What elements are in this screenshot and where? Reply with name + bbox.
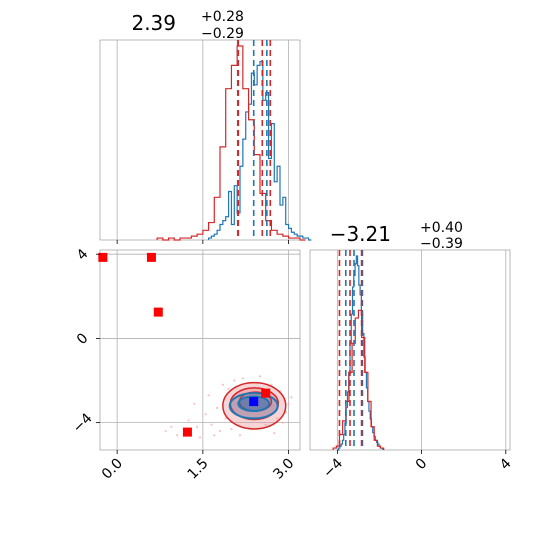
panel-bottom-left [96, 249, 301, 454]
marker-red-square-2 [153, 307, 163, 317]
y-tick-label-2: 4 [74, 246, 92, 264]
title-param-1-upper-error: +0.28 [201, 9, 244, 25]
sample-point-0 [187, 419, 190, 422]
panel-top-left-frame [99, 39, 301, 241]
marker-blue-square-0 [249, 397, 259, 407]
panel-bottom-right-frame [309, 249, 511, 451]
sample-point-29 [213, 434, 216, 437]
marker-red-square-1 [146, 252, 156, 262]
histogram-red [332, 309, 385, 450]
sample-point-5 [218, 429, 222, 433]
sample-point-18 [238, 434, 242, 437]
sample-point-15 [287, 402, 290, 405]
title-param-1: 2.39 +0.28 −0.29 [131, 9, 243, 42]
sample-point-17 [193, 402, 196, 405]
x-tick-label-right-1: 0 [413, 456, 431, 474]
sample-point-26 [198, 436, 202, 439]
x-tick-label-right-0: −4 [320, 455, 346, 481]
histogram-red [156, 45, 306, 241]
title-param-1-value: 2.39 [131, 11, 176, 35]
x-tick-label-right-2: 4 [497, 455, 515, 473]
sample-point-27 [164, 429, 167, 433]
title-param-2-value: −3.21 [330, 222, 391, 246]
sample-point-20 [207, 394, 210, 397]
sample-point-6 [224, 417, 227, 420]
x-tick-label-1: 1.5 [185, 456, 212, 483]
title-param-1-lower-error: −0.29 [201, 26, 244, 42]
sample-point-9 [233, 379, 236, 382]
panel-bottom-left-grid [100, 250, 300, 450]
title-param-2-upper-error: +0.40 [420, 220, 463, 236]
sample-point-23 [221, 383, 224, 386]
y-tick-label-0: −4 [70, 410, 96, 436]
y-tick-labels-param-2: −4 0 4 [70, 246, 96, 436]
title-param-2-lower-error: −0.39 [420, 236, 463, 252]
marker-red-square-4 [261, 388, 271, 398]
panel-bottom-right-quantile-lines [338, 250, 364, 450]
sample-point-1 [196, 425, 199, 428]
panel-top-left-tick-marks [116, 240, 289, 244]
panel-top-left [99, 39, 312, 244]
panel-top-left-histograms [156, 45, 312, 241]
sample-point-19 [258, 375, 262, 378]
panel-bottom-right-histograms [332, 255, 385, 451]
sample-point-10 [264, 423, 267, 426]
panel-top-left-quantile-lines [236, 40, 272, 240]
panel-top-left-grid [116, 40, 289, 240]
sample-point-24 [241, 377, 244, 380]
x-tick-label-0: 0.0 [99, 456, 126, 483]
marker-red-square-3 [182, 427, 192, 437]
sample-point-3 [210, 423, 213, 426]
sample-point-16 [176, 434, 179, 437]
panel-bottom-right [309, 249, 511, 454]
panel-bottom-right-grid [336, 250, 507, 450]
title-param-2: −3.21 +0.40 −0.39 [330, 220, 463, 252]
x-tick-labels-param-2: −4 0 4 [320, 455, 514, 481]
sample-point-4 [216, 406, 219, 409]
sample-point-22 [170, 425, 173, 428]
panel-bottom-left-frame [99, 249, 301, 451]
marker-red-square-0 [98, 252, 108, 262]
panel-bottom-left-samples [164, 375, 293, 439]
histogram-blue [207, 60, 312, 241]
x-tick-labels-param-1: 0.0 1.5 3.0 [99, 456, 297, 483]
sample-point-7 [227, 387, 230, 391]
sample-point-28 [290, 396, 293, 399]
panel-bottom-right-ticks [336, 450, 507, 454]
histogram-blue [337, 255, 384, 451]
y-tick-label-1: 0 [74, 330, 92, 348]
x-tick-label-2: 3.0 [270, 456, 297, 483]
panel-bottom-left-ticks [96, 253, 289, 454]
sample-point-14 [281, 421, 284, 424]
sample-point-25 [273, 432, 276, 435]
sample-point-12 [276, 417, 279, 420]
panel-bottom-left-markers [98, 252, 271, 437]
sample-point-2 [204, 413, 207, 416]
sample-point-8 [230, 427, 233, 431]
